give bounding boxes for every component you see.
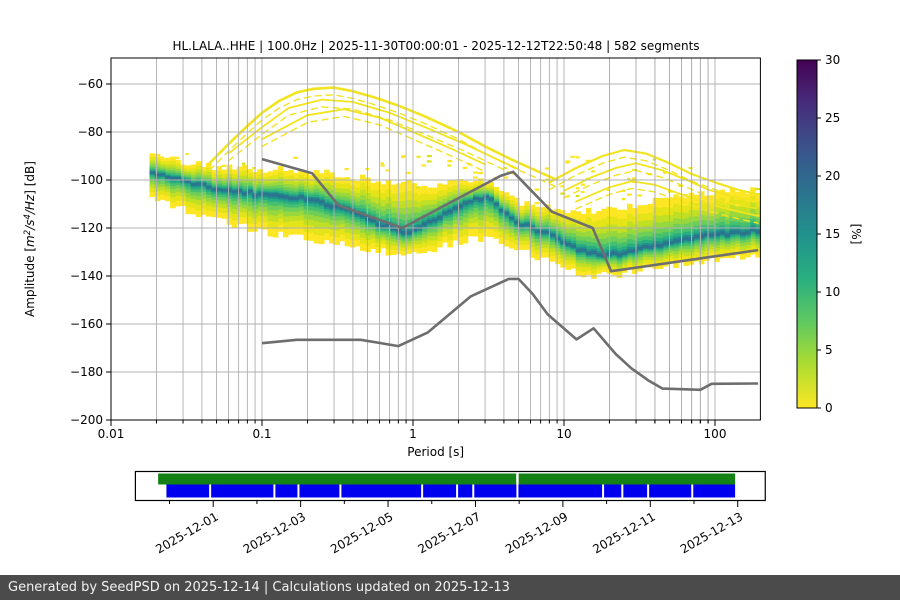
timeline-gap bbox=[621, 484, 624, 498]
low-noise-model-line bbox=[261, 277, 759, 392]
timeline-date-label: 2025-12-09 bbox=[503, 509, 570, 556]
colorbar: 0 5 10 15 20 25 30 [%] bbox=[796, 53, 863, 415]
svg-text:−100: −100 bbox=[70, 173, 103, 187]
svg-text:−140: −140 bbox=[70, 269, 103, 283]
svg-text:1: 1 bbox=[409, 427, 417, 441]
timeline-gap bbox=[297, 484, 300, 498]
svg-text:−160: −160 bbox=[70, 317, 103, 331]
timeline-gap bbox=[273, 484, 276, 498]
svg-text:−120: −120 bbox=[70, 221, 103, 235]
x-axis-label: Period [s] bbox=[407, 445, 464, 459]
timeline-date-label: 2025-12-03 bbox=[241, 509, 308, 556]
timeline-gap bbox=[647, 484, 650, 498]
grid bbox=[111, 58, 761, 420]
svg-text:20: 20 bbox=[825, 169, 840, 183]
high-noise-model-line bbox=[261, 157, 759, 273]
timeline-date-label: 2025-12-05 bbox=[328, 509, 395, 556]
timeline-date-label: 2025-12-01 bbox=[153, 509, 220, 556]
noise-model-lines bbox=[261, 157, 759, 392]
svg-text:0: 0 bbox=[825, 401, 833, 415]
timeline: 2025-12-01 2025-12-03 2025-12-05 2025-12-07… bbox=[134, 470, 766, 556]
timeline-coverage-green bbox=[158, 473, 736, 485]
svg-text:10: 10 bbox=[825, 285, 840, 299]
timeline-gap bbox=[421, 484, 424, 498]
footer-bar: Generated by SeedPSD on 2025-12-14 | Cal… bbox=[0, 575, 900, 600]
plot-title: HL.LALA..HHE | 100.0Hz | 2025-11-30T00:0… bbox=[172, 39, 700, 53]
timeline-gap bbox=[209, 484, 212, 498]
timeline-gap bbox=[339, 484, 342, 498]
svg-text:−200: −200 bbox=[70, 413, 103, 427]
timeline-gap bbox=[516, 473, 519, 485]
axis-tick-labels: 0.01 0.1 1 10 100 −60 −80 −100 −120 −140 −160 −180 −… bbox=[70, 77, 726, 441]
timeline-gap bbox=[602, 484, 605, 498]
timeline-date-label: 2025-12-07 bbox=[416, 509, 483, 556]
axis-ticks bbox=[106, 83, 716, 426]
svg-text:10: 10 bbox=[556, 427, 571, 441]
colorbar-label: [%] bbox=[849, 224, 863, 245]
svg-text:15: 15 bbox=[825, 227, 840, 241]
svg-text:5: 5 bbox=[825, 343, 833, 357]
timeline-gap bbox=[516, 484, 519, 498]
timeline-date-label: 2025-12-11 bbox=[590, 509, 657, 556]
svg-text:0.1: 0.1 bbox=[252, 427, 271, 441]
plot-area bbox=[111, 58, 761, 420]
timeline-gap bbox=[456, 484, 459, 498]
timeline-gap bbox=[472, 484, 475, 498]
timeline-gap bbox=[691, 484, 694, 498]
timeline-date-label: 2025-12-13 bbox=[678, 509, 745, 556]
y-axis-label: Amplitude [m2​/s4​/Hz] [dB] bbox=[23, 161, 37, 317]
axes: 0.01 0.1 1 10 100 −60 −80 −100 −120 −140 −160 −180 −… bbox=[23, 57, 761, 459]
svg-text:−80: −80 bbox=[78, 125, 103, 139]
svg-text:−180: −180 bbox=[70, 365, 103, 379]
timeline-coverage-blue bbox=[166, 484, 736, 498]
svg-text:30: 30 bbox=[825, 53, 840, 67]
svg-text:25: 25 bbox=[825, 111, 840, 125]
svg-text:0.01: 0.01 bbox=[98, 427, 125, 441]
svg-text:100: 100 bbox=[704, 427, 727, 441]
footer-text: Generated by SeedPSD on 2025-12-14 | Cal… bbox=[8, 580, 510, 595]
svg-text:−60: −60 bbox=[78, 77, 103, 91]
